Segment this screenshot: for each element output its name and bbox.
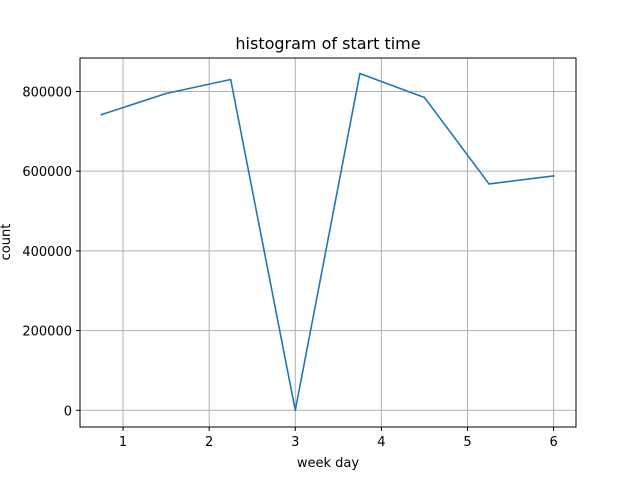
x-axis-label: week day [297,456,360,471]
y-tick-label: 0 [64,404,72,419]
data-point [100,113,103,116]
data-point [488,183,490,185]
y-axis-label: count [0,224,14,261]
data-point [294,409,297,412]
data-point [423,96,426,99]
y-axis-ticks: 0 200000 400000 600000 800000 [22,85,80,419]
series-line [100,72,555,412]
data-point [229,78,232,81]
chart-title: histogram of start time [235,34,420,53]
x-tick-label: 6 [549,435,557,450]
x-axis-ticks: 1 2 3 4 5 6 [119,427,558,450]
x-tick-label: 3 [291,435,299,450]
grid-lines [80,58,576,427]
x-tick-label: 1 [119,435,127,450]
y-tick-label: 600000 [22,165,72,180]
y-tick-label: 200000 [22,325,72,340]
y-tick-label: 800000 [22,85,72,100]
x-tick-label: 2 [205,435,213,450]
y-tick-label: 400000 [22,245,72,260]
data-point [359,72,361,75]
plot-frame [79,57,577,428]
series-layer [100,72,555,412]
x-tick-label: 5 [463,435,471,450]
data-point [165,92,167,95]
data-point [552,175,555,177]
x-tick-label: 4 [377,435,385,450]
